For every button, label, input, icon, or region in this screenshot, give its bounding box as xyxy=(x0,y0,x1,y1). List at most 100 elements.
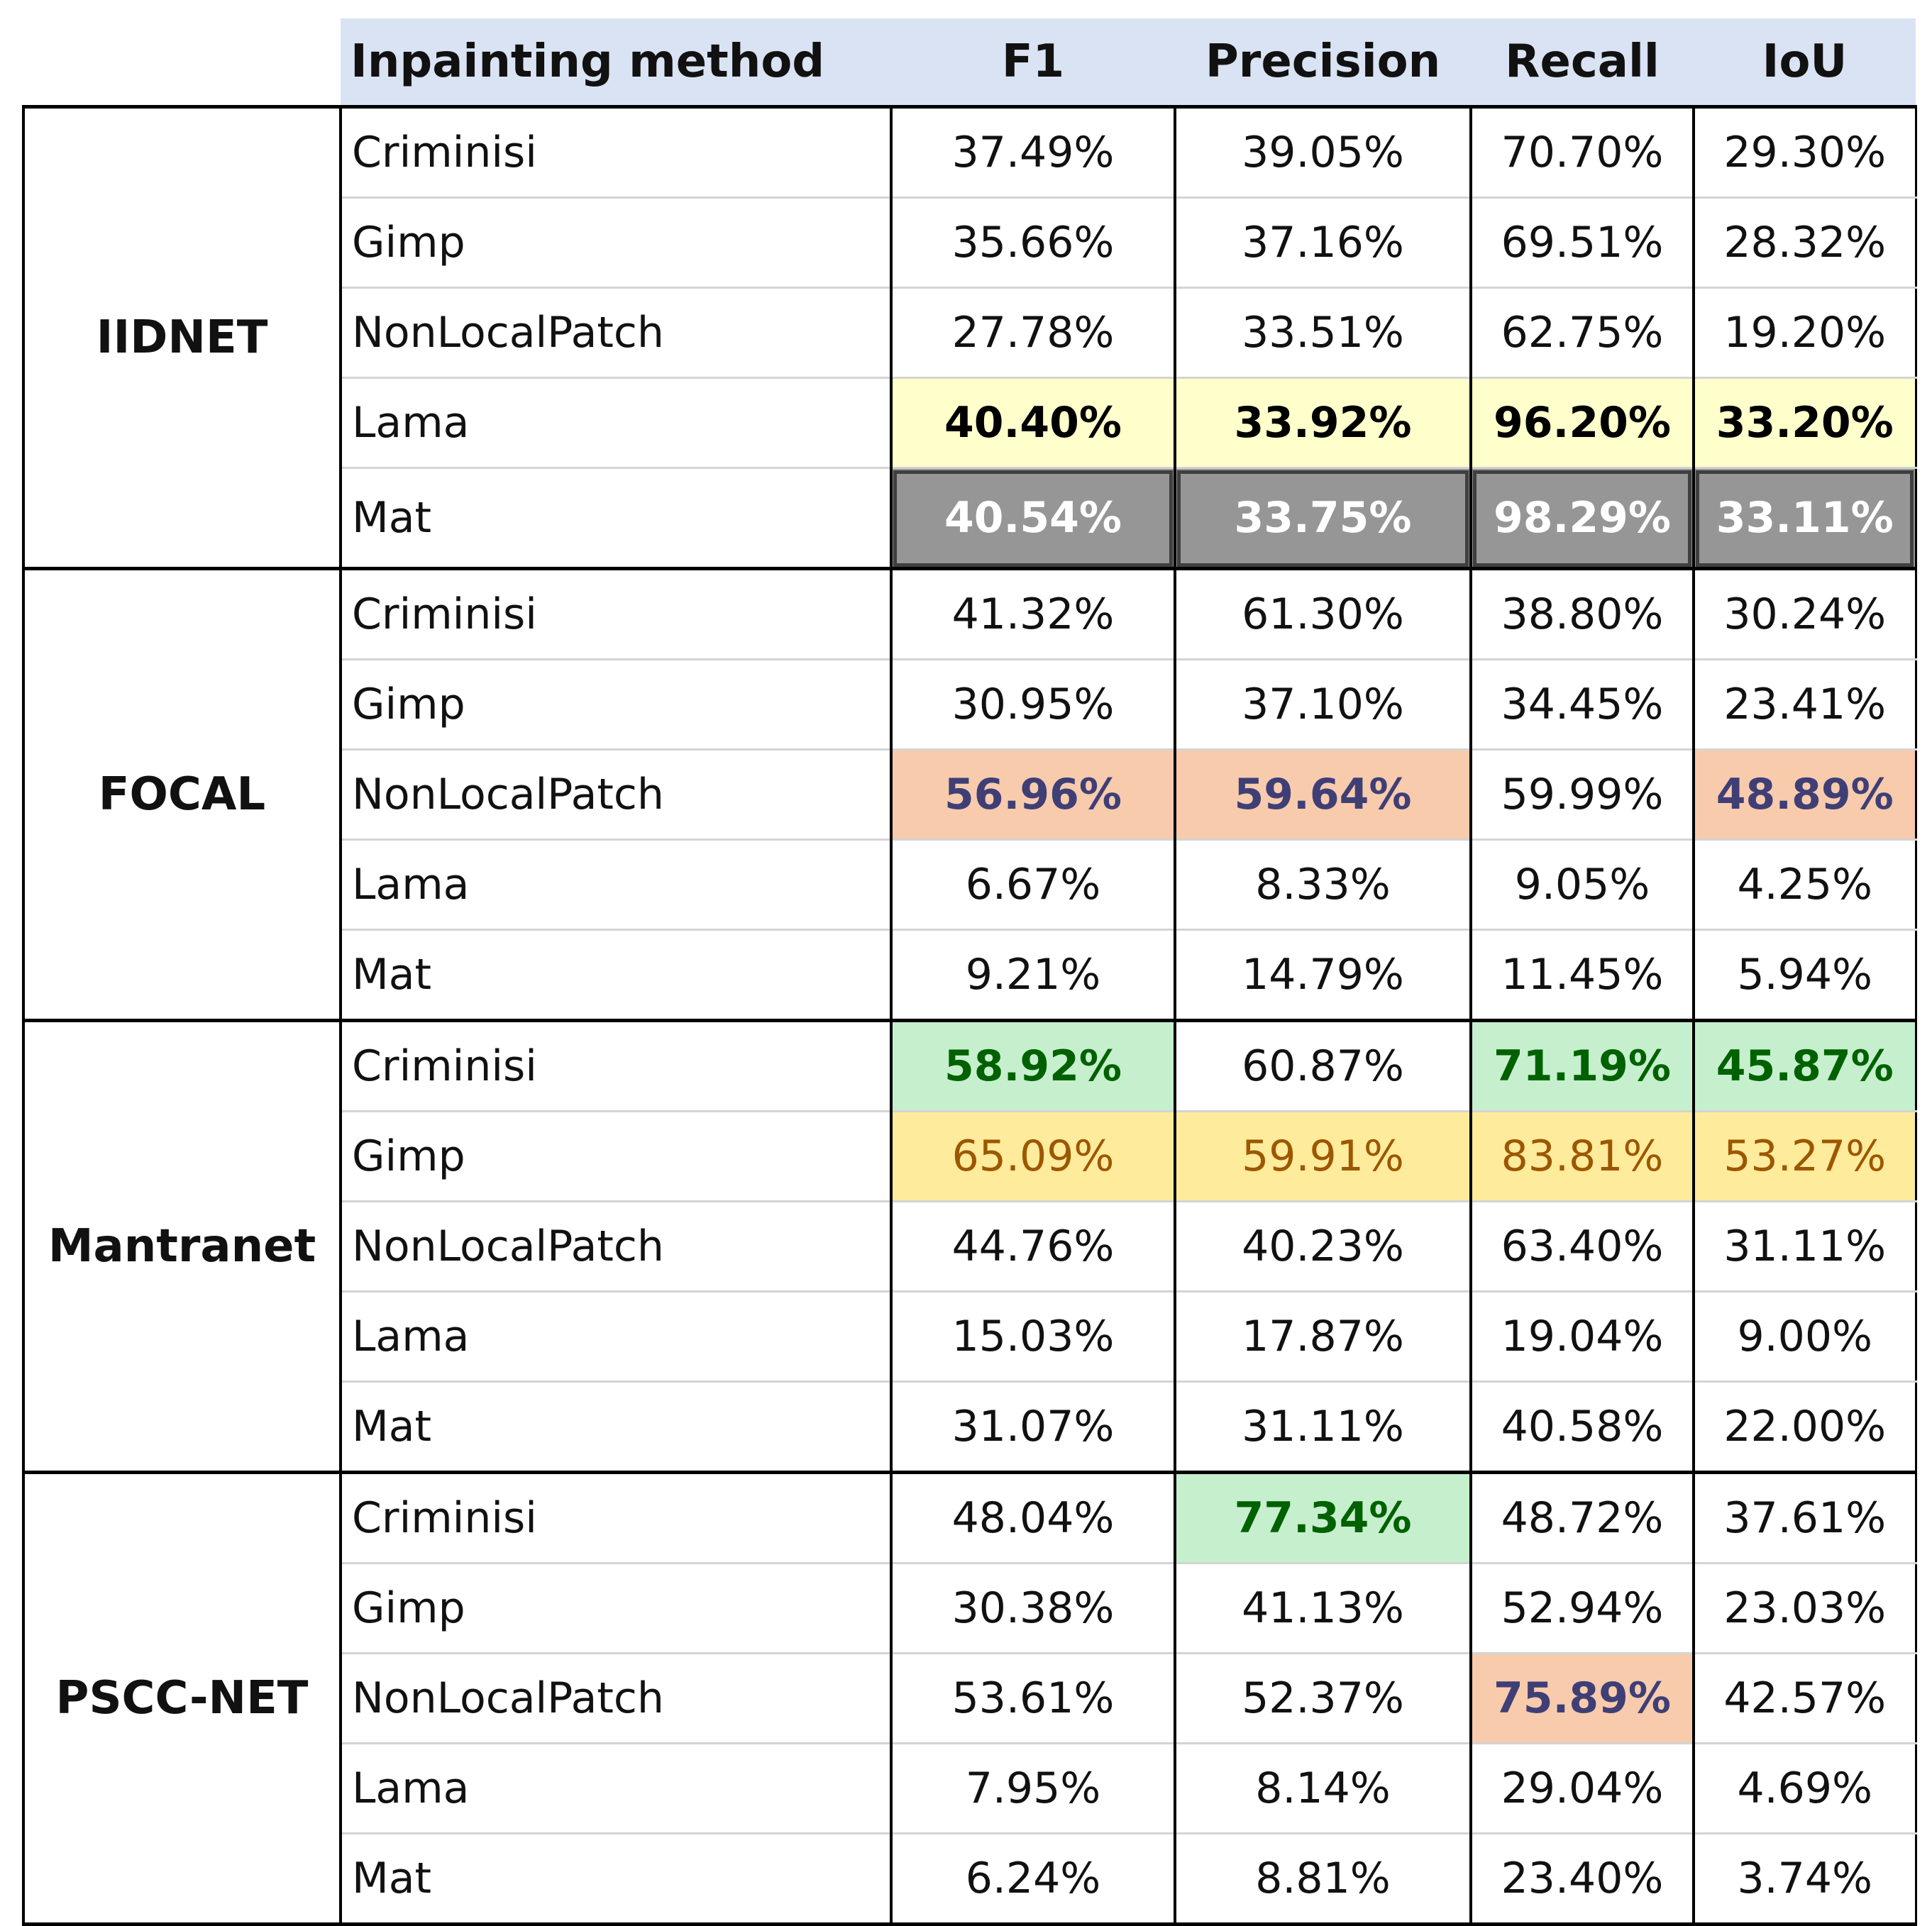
metric-value: 45.87% xyxy=(1694,1020,1917,1112)
metric-value: 33.51% xyxy=(1175,287,1472,379)
metric-value: 60.87% xyxy=(1175,1020,1472,1112)
method-name: Gimp xyxy=(341,659,893,751)
metric-value: 29.04% xyxy=(1471,1743,1695,1834)
method-name: NonLocalPatch xyxy=(341,1201,893,1293)
table-row: Gimp 35.66% 37.16% 69.51% 28.32% xyxy=(23,197,1917,289)
metric-value: 8.81% xyxy=(1175,1833,1472,1926)
results-table: Inpainting method F1 Precision Recall IoU II… xyxy=(22,18,1917,1926)
metric-value: 9.05% xyxy=(1471,839,1695,931)
metric-value: 83.81% xyxy=(1471,1111,1695,1202)
table-row: Lama 40.40% 33.92% 96.20% 33.20% xyxy=(23,377,1917,469)
table-row: Mat 40.54% 33.75% 98.29% 33.11% xyxy=(23,467,1917,570)
metric-value: 9.21% xyxy=(891,929,1176,1022)
metric-value: 40.58% xyxy=(1471,1381,1695,1474)
method-name: Gimp xyxy=(341,197,893,289)
metric-value: 44.76% xyxy=(891,1201,1176,1293)
metric-value: 41.32% xyxy=(891,568,1176,660)
table-row: NonLocalPatch 53.61% 52.37% 75.89% 42.57% xyxy=(23,1653,1917,1744)
table-row: Lama 15.03% 17.87% 19.04% 9.00% xyxy=(23,1291,1917,1383)
table-row: NonLocalPatch 44.76% 40.23% 63.40% 31.11% xyxy=(23,1201,1917,1293)
table-row: Gimp 30.38% 41.13% 52.94% 23.03% xyxy=(23,1563,1917,1654)
metric-value: 48.89% xyxy=(1694,749,1917,841)
metric-value: 8.14% xyxy=(1175,1743,1472,1834)
metric-value: 33.75% xyxy=(1175,467,1472,570)
metric-value: 6.67% xyxy=(891,839,1176,931)
metric-value: 15.03% xyxy=(891,1291,1176,1383)
table-body: IIDNET Criminisi 37.49% 39.05% 70.70% 29.30% G… xyxy=(22,106,1917,1926)
group-name: PSCC-NET xyxy=(22,1472,342,1926)
metric-value: 30.95% xyxy=(891,659,1176,751)
method-name: Lama xyxy=(341,377,893,469)
metric-value: 4.25% xyxy=(1694,839,1917,931)
method-name: Lama xyxy=(341,839,893,931)
metric-value: 3.74% xyxy=(1694,1833,1917,1926)
method-name: Mat xyxy=(341,929,893,1022)
method-name: NonLocalPatch xyxy=(341,287,893,379)
metric-value: 53.27% xyxy=(1694,1111,1917,1202)
metric-value: 40.23% xyxy=(1175,1201,1472,1293)
metric-value: 17.87% xyxy=(1175,1291,1472,1383)
metric-value: 19.20% xyxy=(1694,287,1917,379)
metric-value: 31.11% xyxy=(1175,1381,1472,1474)
metric-value: 33.11% xyxy=(1694,467,1917,570)
method-name: Mat xyxy=(341,1833,893,1926)
metric-value: 59.91% xyxy=(1175,1111,1472,1202)
metric-value: 59.99% xyxy=(1471,749,1695,841)
metric-value: 8.33% xyxy=(1175,839,1472,931)
header-blank xyxy=(23,18,341,109)
metric-value: 37.10% xyxy=(1175,659,1472,751)
method-name: Criminisi xyxy=(341,568,893,660)
metric-value: 39.05% xyxy=(1175,106,1472,199)
method-name: Gimp xyxy=(341,1563,893,1654)
metric-value: 61.30% xyxy=(1175,568,1472,660)
metric-value: 59.64% xyxy=(1175,749,1472,841)
metric-value: 4.69% xyxy=(1694,1743,1917,1834)
group-name: FOCAL xyxy=(22,568,342,1022)
metric-value: 40.54% xyxy=(891,467,1176,570)
metric-value: 42.57% xyxy=(1694,1653,1917,1744)
table-row: FOCAL Criminisi 41.32% 61.30% 38.80% 30.24% xyxy=(22,568,1917,1022)
metric-value: 29.30% xyxy=(1694,106,1917,199)
metric-value: 71.19% xyxy=(1471,1020,1695,1112)
metric-value: 22.00% xyxy=(1694,1381,1917,1474)
metric-value: 56.96% xyxy=(891,749,1176,841)
metric-value: 37.61% xyxy=(1694,1472,1917,1564)
metric-value: 34.45% xyxy=(1471,659,1695,751)
metric-value: 52.37% xyxy=(1175,1653,1472,1744)
table-row: Gimp 30.95% 37.10% 34.45% 23.41% xyxy=(23,659,1917,751)
table-row: Lama 6.67% 8.33% 9.05% 4.25% xyxy=(23,839,1917,931)
method-name: Lama xyxy=(341,1291,893,1383)
table-row: PSCC-NET Criminisi 48.04% 77.34% 48.72% 37.61… xyxy=(22,1472,1917,1926)
method-name: Gimp xyxy=(341,1111,893,1202)
metric-value: 37.49% xyxy=(891,106,1176,199)
metric-value: 28.32% xyxy=(1694,197,1917,289)
metric-value: 9.00% xyxy=(1694,1291,1917,1383)
column-header: Recall xyxy=(1471,18,1694,109)
metric-value: 14.79% xyxy=(1175,929,1472,1022)
header-row: Inpainting method F1 Precision Recall IoU xyxy=(23,18,1916,109)
metric-value: 5.94% xyxy=(1694,929,1917,1022)
table-row: Mat 9.21% 14.79% 11.45% 5.94% xyxy=(23,929,1917,1022)
table-row: Gimp 65.09% 59.91% 83.81% 53.27% xyxy=(23,1111,1917,1202)
metric-value: 19.04% xyxy=(1471,1291,1695,1383)
table-row: NonLocalPatch 56.96% 59.64% 59.99% 48.89% xyxy=(23,749,1917,841)
metric-value: 75.89% xyxy=(1471,1653,1695,1744)
method-name: NonLocalPatch xyxy=(341,1653,893,1744)
metric-value: 65.09% xyxy=(891,1111,1176,1202)
metric-value: 37.16% xyxy=(1175,197,1472,289)
metric-value: 53.61% xyxy=(891,1653,1176,1744)
metric-value: 62.75% xyxy=(1471,287,1695,379)
column-header: Precision xyxy=(1175,18,1471,109)
method-name: Criminisi xyxy=(341,106,893,199)
metric-value: 31.07% xyxy=(891,1381,1176,1474)
metric-value: 63.40% xyxy=(1471,1201,1695,1293)
metric-value: 77.34% xyxy=(1175,1472,1472,1564)
metric-value: 48.04% xyxy=(891,1472,1176,1564)
metric-value: 23.03% xyxy=(1694,1563,1917,1654)
metric-value: 30.38% xyxy=(891,1563,1176,1654)
metric-value: 70.70% xyxy=(1471,106,1695,199)
table-row: Lama 7.95% 8.14% 29.04% 4.69% xyxy=(23,1743,1917,1834)
metric-value: 35.66% xyxy=(891,197,1176,289)
